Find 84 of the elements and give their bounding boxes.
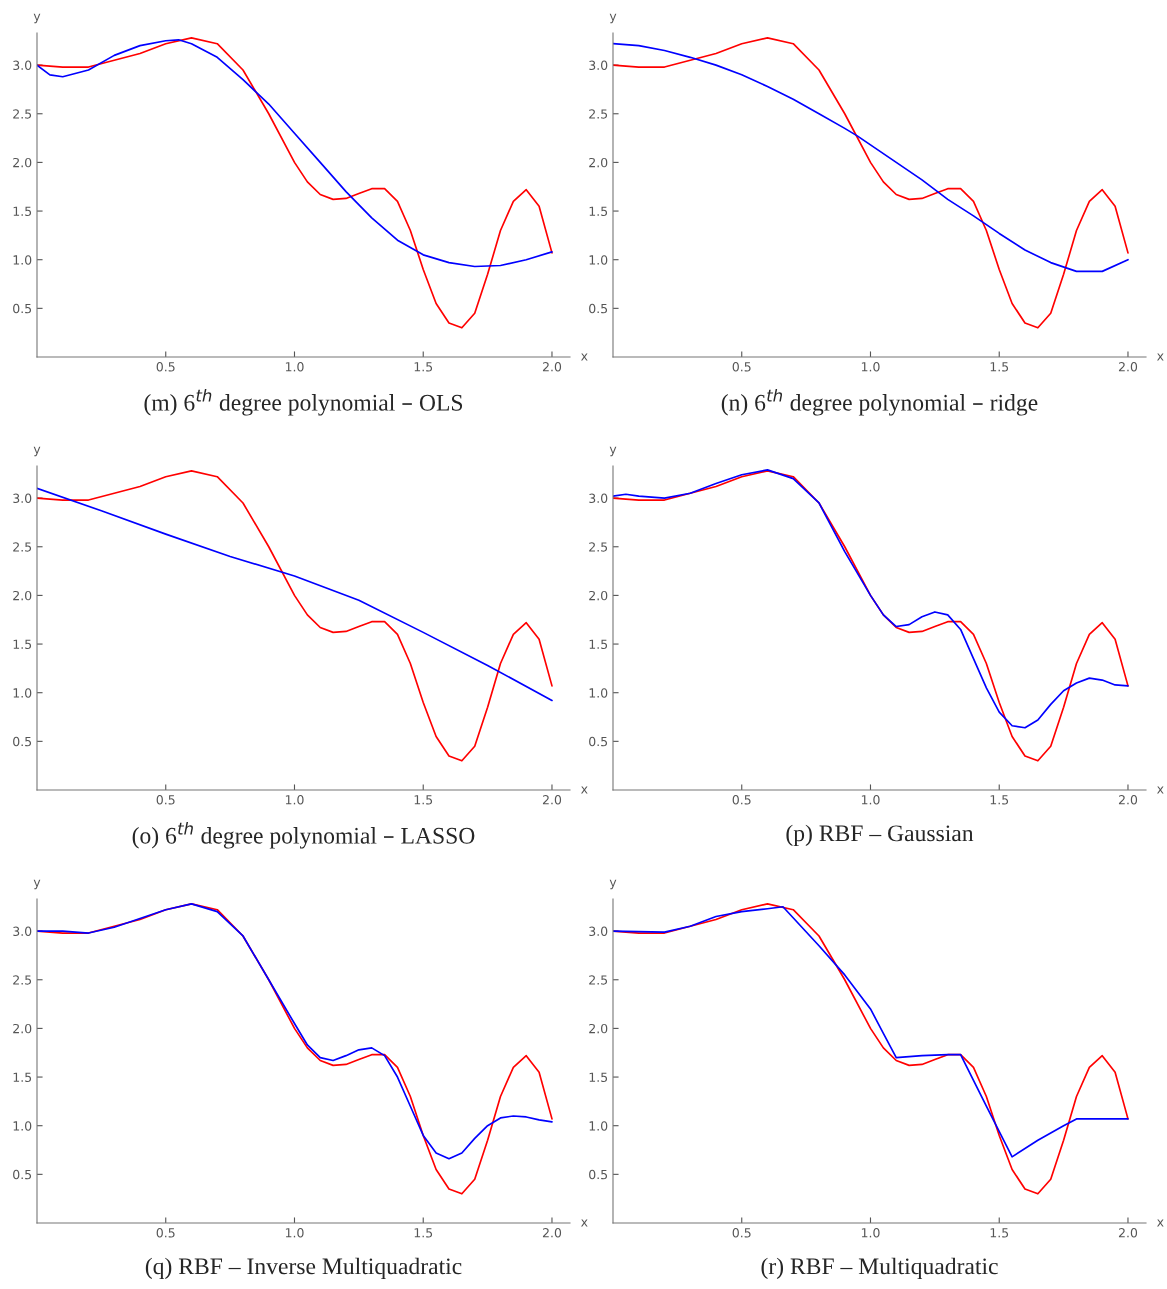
x-axis-title: x bbox=[1157, 1219, 1164, 1227]
line-series bbox=[37, 38, 553, 268]
y-tick-label: 1.5 bbox=[589, 1072, 608, 1082]
x-tick-label: 1.5 bbox=[414, 1228, 433, 1238]
x-tick-label: 1.0 bbox=[861, 362, 880, 372]
y-tick-label: 1.5 bbox=[13, 1072, 32, 1082]
y-tick-label: 2.0 bbox=[589, 1023, 608, 1034]
x-tick-label: 1.0 bbox=[285, 795, 304, 805]
y-tick-label: 1.0 bbox=[589, 255, 608, 265]
x-tick-label: 1.5 bbox=[990, 1228, 1009, 1238]
x-tick-label: 1.5 bbox=[414, 795, 433, 805]
y-tick-label: 1.0 bbox=[589, 688, 608, 698]
y-tick-label: 0.5 bbox=[589, 1169, 608, 1180]
x-axis-title: x bbox=[1157, 353, 1164, 361]
y-tick-label: 1.5 bbox=[589, 639, 608, 649]
line-series bbox=[37, 470, 553, 762]
line-series bbox=[613, 37, 1129, 329]
y-tick-label: 0.5 bbox=[13, 1169, 32, 1180]
x-tick-label: 1.5 bbox=[990, 795, 1009, 805]
y-tick-label: 2.0 bbox=[13, 590, 32, 601]
y-tick-label: 3.0 bbox=[589, 493, 608, 504]
x-tick-label: 0.5 bbox=[156, 795, 175, 805]
y-axis-title: y bbox=[609, 446, 617, 457]
y-tick-label: 2.0 bbox=[13, 157, 32, 168]
x-axis-title: x bbox=[581, 353, 588, 361]
y-tick-label: 3.0 bbox=[13, 60, 32, 71]
y-tick-label: 1.5 bbox=[589, 206, 608, 216]
y-tick-label: 1.0 bbox=[13, 688, 32, 698]
y-tick-label: 0.5 bbox=[589, 303, 608, 314]
x-axis-title: x bbox=[581, 1219, 588, 1227]
y-tick-label: 2.5 bbox=[589, 975, 608, 985]
y-axis-title: y bbox=[33, 879, 41, 890]
text: (n) 6$^{th}$ degree polynomial – ridge bbox=[721, 388, 1038, 416]
x-tick-label: 0.5 bbox=[156, 1228, 175, 1238]
x-tick-label: 2.0 bbox=[1118, 1228, 1138, 1238]
y-axis-title: y bbox=[33, 446, 41, 457]
y-tick-label: 2.5 bbox=[13, 109, 32, 119]
y-tick-label: 1.0 bbox=[589, 1121, 608, 1131]
x-tick-label: 1.0 bbox=[285, 362, 304, 372]
x-tick-label: 2.0 bbox=[542, 1228, 562, 1238]
y-axis-title: y bbox=[33, 13, 41, 24]
y-tick-label: 2.0 bbox=[589, 157, 608, 168]
x-tick-label: 2.0 bbox=[542, 362, 562, 372]
y-tick-label: 1.5 bbox=[13, 206, 32, 216]
x-tick-label: 1.0 bbox=[285, 1228, 304, 1238]
y-tick-label: 2.0 bbox=[13, 1023, 32, 1034]
y-axis-title: y bbox=[609, 13, 617, 24]
x-tick-label: 1.5 bbox=[990, 362, 1009, 372]
y-tick-label: 0.5 bbox=[13, 303, 32, 314]
y-tick-label: 2.5 bbox=[589, 109, 608, 119]
x-tick-label: 0.5 bbox=[156, 362, 175, 372]
y-tick-label: 0.5 bbox=[13, 736, 32, 747]
line-series bbox=[37, 487, 553, 702]
y-axis-title: y bbox=[609, 879, 617, 890]
y-tick-label: 3.0 bbox=[589, 60, 608, 71]
y-tick-label: 3.0 bbox=[589, 926, 608, 937]
y-tick-label: 2.5 bbox=[13, 975, 32, 985]
line-series bbox=[37, 37, 553, 329]
y-tick-label: 1.0 bbox=[13, 255, 32, 265]
x-tick-label: 0.5 bbox=[732, 362, 751, 372]
x-axis-title: x bbox=[581, 786, 588, 794]
text: (p) RBF – Gaussian bbox=[786, 824, 974, 847]
x-tick-label: 1.0 bbox=[861, 795, 880, 805]
x-tick-label: 2.0 bbox=[542, 795, 562, 805]
line-series bbox=[613, 42, 1129, 273]
x-tick-label: 2.0 bbox=[1118, 795, 1138, 805]
y-tick-label: 2.0 bbox=[589, 590, 608, 601]
text: (q) RBF – Inverse Multiquadratic bbox=[145, 1257, 462, 1280]
y-tick-label: 2.5 bbox=[13, 542, 32, 552]
y-tick-label: 0.5 bbox=[589, 736, 608, 747]
y-tick-label: 3.0 bbox=[13, 493, 32, 504]
y-tick-label: 1.5 bbox=[13, 639, 32, 649]
x-tick-label: 0.5 bbox=[732, 1228, 751, 1238]
x-tick-label: 2.0 bbox=[1118, 362, 1138, 372]
text: (o) 6$^{th}$ degree polynomial – LASSO bbox=[132, 821, 475, 849]
x-tick-label: 1.5 bbox=[414, 362, 433, 372]
text: (m) 6$^{th}$ degree polynomial – OLS bbox=[144, 388, 463, 416]
text: (r) RBF – Multiquadratic bbox=[761, 1257, 998, 1280]
y-tick-label: 3.0 bbox=[13, 926, 32, 937]
y-tick-label: 2.5 bbox=[589, 542, 608, 552]
x-tick-label: 1.0 bbox=[861, 1228, 880, 1238]
y-tick-label: 1.0 bbox=[13, 1121, 32, 1131]
x-tick-label: 0.5 bbox=[732, 795, 751, 805]
x-axis-title: x bbox=[1157, 786, 1164, 794]
